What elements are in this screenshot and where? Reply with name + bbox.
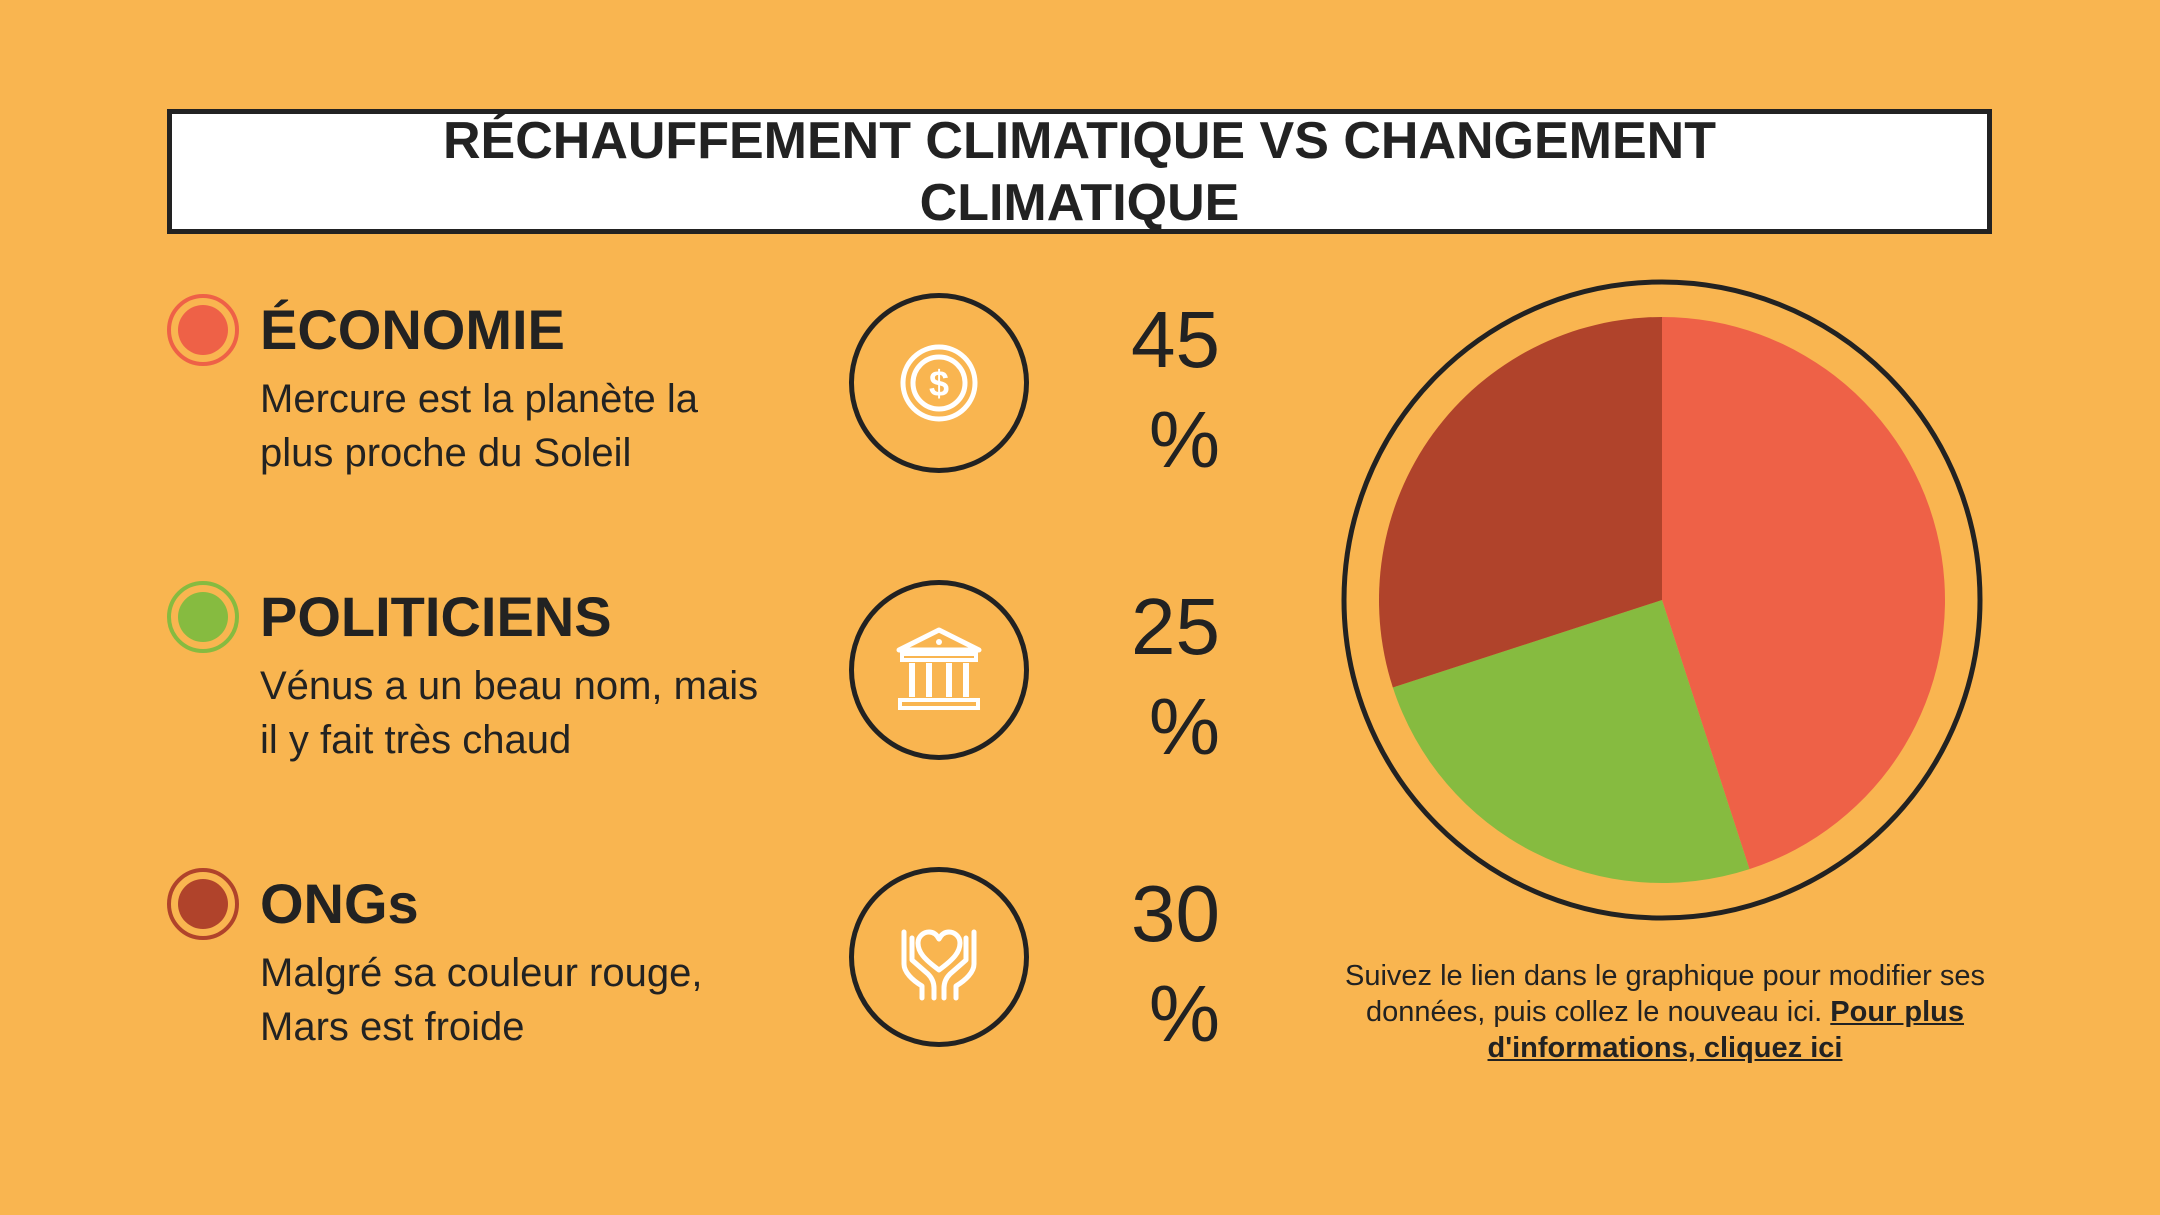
category-description: Mercure est la planète la plus proche du…: [260, 377, 699, 475]
category-row-ngos: ONGs Malgré sa couleur rouge, Mars est f…: [0, 864, 1300, 1084]
category-description: Vénus a un beau nom, mais il y fait très…: [260, 664, 759, 762]
category-title: ÉCONOMIE: [260, 298, 565, 361]
legend-marker-ngos: [167, 868, 239, 940]
dollar-coin-icon: $: [900, 344, 978, 422]
category-description: Malgré sa couleur rouge, Mars est froide: [260, 951, 703, 1049]
heart-hands-icon: [901, 929, 977, 1001]
page-title: RÉCHAUFFEMENT CLIMATIQUE VS CHANGEMENT C…: [442, 111, 1716, 232]
icon-circle: [849, 867, 1029, 1047]
more-info-link[interactable]: Pour plus d'informations, cliquez ici: [1487, 996, 1965, 1064]
category-row-economy: ÉCONOMIE Mercure est la planète la plus …: [0, 290, 1300, 510]
percentage-value: 30 %: [1131, 869, 1220, 1058]
pie-slice-ngos[interactable]: [1379, 317, 1662, 688]
pie-slice-economy[interactable]: [1662, 317, 1945, 870]
legend-marker-economy: [167, 294, 239, 366]
svg-text:$: $: [929, 363, 949, 404]
government-building-icon: [896, 627, 982, 710]
legend-marker-politicians: [167, 581, 239, 653]
footnote: Suivez le lien dans le graphique pour mo…: [1330, 958, 2000, 1066]
category-row-politicians: POLITICIENS Vénus a un beau nom, mais il…: [0, 577, 1300, 797]
category-title: POLITICIENS: [260, 585, 612, 648]
category-title: ONGs: [260, 872, 419, 935]
pie-chart[interactable]: [1340, 278, 1984, 922]
percentage-value: 45 %: [1131, 295, 1220, 484]
footnote-text: Suivez le lien dans le graphique pour mo…: [1345, 960, 1985, 1028]
title-box: RÉCHAUFFEMENT CLIMATIQUE VS CHANGEMENT C…: [167, 109, 1992, 234]
percentage-value: 25 %: [1131, 582, 1220, 771]
icon-circle: [849, 580, 1029, 760]
pie-slice-politicians[interactable]: [1392, 600, 1750, 884]
pie-outer-ring: [1341, 279, 1983, 921]
icon-circle: $: [849, 293, 1029, 473]
